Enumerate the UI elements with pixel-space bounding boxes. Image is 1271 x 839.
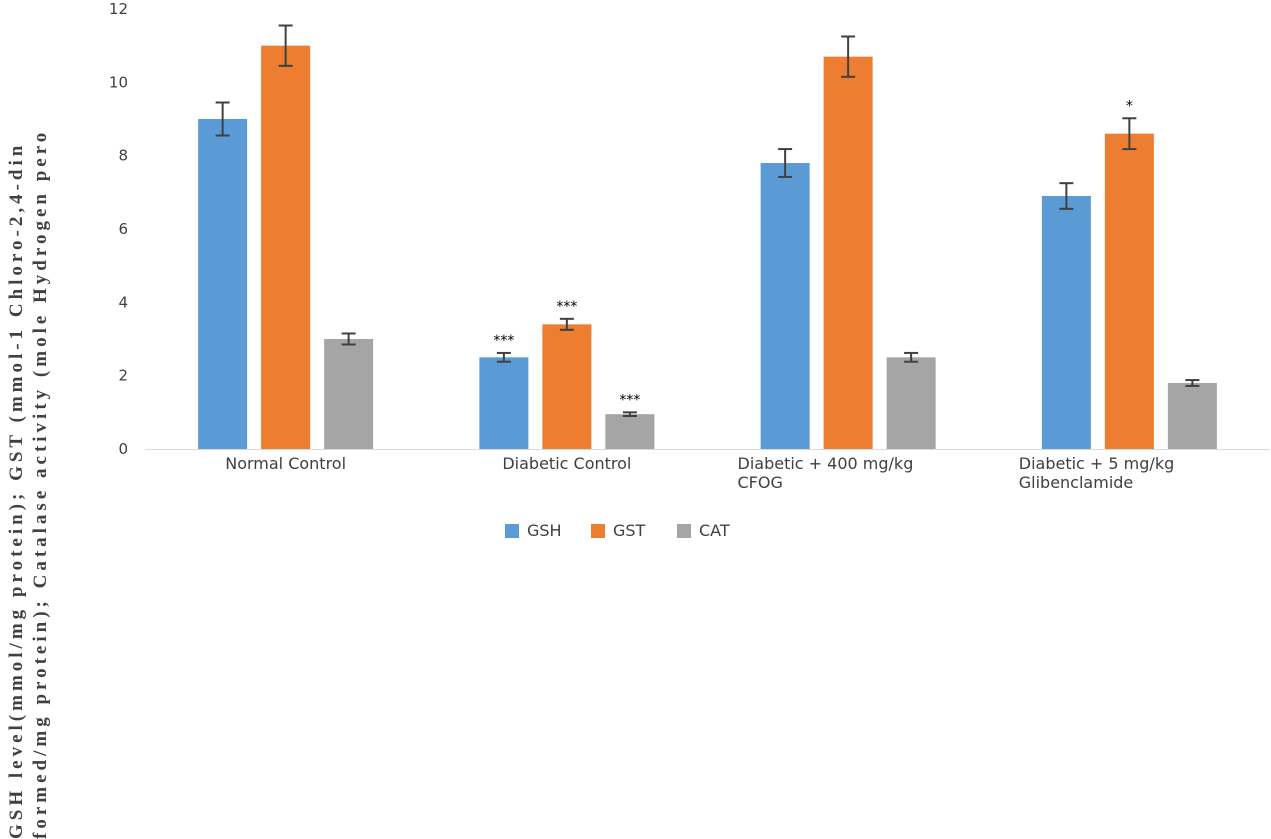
bar-gst	[1104, 133, 1154, 449]
bar-gsh	[760, 163, 810, 449]
x-axis-category-labels: Normal Control Diabetic Control Diabetic +…	[225, 454, 1174, 492]
y-axis-title-line-1: GSH level(mmol/mg protein); GST (mmol-1 …	[6, 142, 27, 839]
y-tick-label: 12	[109, 0, 128, 18]
category-label: Diabetic + 400 mg/kg CFOG	[738, 454, 914, 492]
legend-label-gst: GST	[613, 521, 646, 540]
error-bars	[215, 24, 1200, 417]
legend-swatch-gsh	[505, 524, 519, 538]
significance-label: ***	[493, 333, 514, 349]
category-label: Normal Control	[225, 454, 346, 473]
legend-label-cat: CAT	[699, 521, 730, 540]
legend-swatch-cat	[677, 524, 691, 538]
category-label-line: CFOG	[738, 473, 783, 492]
y-tick-label: 4	[118, 293, 128, 311]
category-label-line: Diabetic + 400 mg/kg	[738, 454, 914, 473]
bar-cat	[886, 357, 936, 449]
bar-cat	[605, 414, 655, 449]
bar-gsh	[198, 119, 248, 449]
category-label-line: Diabetic Control	[502, 454, 631, 473]
category-label: Diabetic Control	[502, 454, 631, 473]
y-tick-label: 8	[118, 147, 128, 165]
significance-label: ***	[619, 392, 640, 408]
significance-label: *	[1126, 98, 1133, 114]
bar-gst	[823, 56, 873, 450]
y-tick-label: 0	[118, 440, 128, 458]
legend-label-gsh: GSH	[527, 521, 562, 540]
category-label: Diabetic + 5 mg/kg Glibenclamide	[1019, 454, 1174, 492]
bar-gsh	[1041, 196, 1091, 449]
significance-markers: **********	[493, 98, 1133, 408]
significance-label: ***	[556, 299, 577, 315]
y-axis-ticks: 0 2 4 6 8 10 12	[109, 0, 128, 458]
category-label-line: Glibenclamide	[1019, 473, 1134, 492]
bar-gst	[542, 324, 592, 449]
y-tick-label: 6	[118, 220, 128, 238]
y-tick-label: 10	[109, 73, 128, 91]
bar-gst	[261, 45, 311, 450]
category-label-line: Normal Control	[225, 454, 346, 473]
legend-swatch-gst	[591, 524, 605, 538]
bars	[198, 45, 1217, 450]
y-axis-title: GSH level(mmol/mg protein); GST (mmol-1 …	[6, 129, 51, 839]
y-axis-title-line-2: formed/mg protein); Catalase activity (m…	[30, 129, 51, 839]
bar-cat	[1167, 383, 1217, 449]
y-tick-label: 2	[118, 367, 128, 385]
category-label-line: Diabetic + 5 mg/kg	[1019, 454, 1174, 473]
bar-cat	[324, 339, 374, 449]
bar-gsh	[479, 357, 529, 449]
legend: GSH GST CAT	[505, 521, 730, 540]
